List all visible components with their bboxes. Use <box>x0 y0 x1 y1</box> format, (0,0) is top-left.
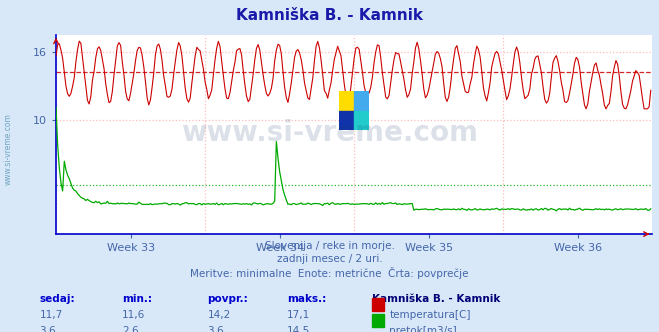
Bar <box>339 111 355 130</box>
Text: zadnji mesec / 2 uri.: zadnji mesec / 2 uri. <box>277 254 382 264</box>
Text: 11,6: 11,6 <box>122 310 145 320</box>
Text: 14,2: 14,2 <box>208 310 231 320</box>
Text: 3,6: 3,6 <box>208 326 224 332</box>
Text: 2,6: 2,6 <box>122 326 138 332</box>
Text: www.si-vreme.com: www.si-vreme.com <box>3 114 13 185</box>
Text: temperatura[C]: temperatura[C] <box>389 310 471 320</box>
Text: Kamniška B. - Kamnik: Kamniška B. - Kamnik <box>236 8 423 23</box>
Text: povpr.:: povpr.: <box>208 294 248 304</box>
Bar <box>355 91 369 111</box>
Text: Kamniška B. - Kamnik: Kamniška B. - Kamnik <box>372 294 501 304</box>
Text: 17,1: 17,1 <box>287 310 310 320</box>
Text: 14,5: 14,5 <box>287 326 310 332</box>
Text: min.:: min.: <box>122 294 152 304</box>
Text: Meritve: minimalne  Enote: metrične  Črta: povprečje: Meritve: minimalne Enote: metrične Črta:… <box>190 267 469 279</box>
Text: pretok[m3/s]: pretok[m3/s] <box>389 326 457 332</box>
Text: Slovenija / reke in morje.: Slovenija / reke in morje. <box>264 241 395 251</box>
Text: maks.:: maks.: <box>287 294 326 304</box>
Text: 11,7: 11,7 <box>40 310 63 320</box>
Text: sedaj:: sedaj: <box>40 294 75 304</box>
Text: www.si-vreme.com: www.si-vreme.com <box>181 119 478 147</box>
Text: 3,6: 3,6 <box>40 326 56 332</box>
Bar <box>355 111 369 130</box>
Bar <box>339 91 355 111</box>
